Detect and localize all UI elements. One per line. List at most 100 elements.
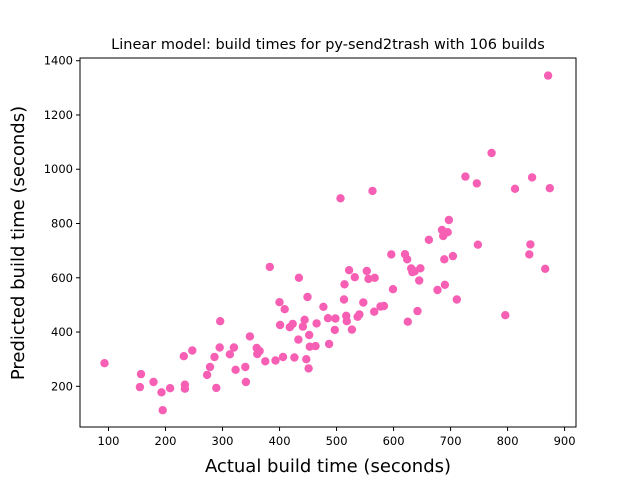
x-tick-label: 900 [554,434,576,448]
data-point-3 [136,369,146,379]
data-point-33 [280,305,289,314]
y-tick-label: 1200 [44,108,73,122]
data-point-40 [300,315,309,324]
data-point-49 [323,314,333,323]
data-point-28 [265,262,274,272]
data-points [100,71,554,415]
data-point-44 [305,330,314,340]
data-point-12 [202,370,212,380]
data-point-41 [302,355,311,364]
data-point-20 [231,365,240,374]
data-point-19 [229,343,239,352]
data-point-54 [339,295,349,304]
data-point-8 [179,352,188,361]
data-point-4 [149,377,158,387]
data-point-81 [416,264,425,273]
x-tick-label: 500 [326,434,348,448]
data-point-92 [461,172,470,181]
y-tick-label: 600 [51,271,73,285]
data-point-101 [541,264,550,273]
data-point-100 [527,173,537,182]
data-point-88 [443,228,452,237]
data-point-14 [210,352,219,362]
data-point-82 [424,235,434,244]
y-axis-label: Predicted build time (seconds) [8,106,29,380]
data-point-47 [312,319,321,328]
data-point-46 [311,341,320,351]
data-point-74 [403,255,412,264]
data-point-23 [245,332,255,341]
data-point-97 [510,184,520,193]
data-point-52 [331,314,340,323]
data-point-35 [288,319,297,329]
y-tick-label: 400 [51,325,73,339]
data-point-59 [347,325,357,334]
data-point-37 [294,335,303,344]
data-point-72 [388,285,398,294]
data-point-102 [543,71,553,80]
data-point-58 [344,266,354,275]
x-tick-label: 100 [98,434,120,448]
y-axis-ticks: 200 400 600 800 1000 1200 1400 [44,54,80,393]
data-point-15 [212,383,221,393]
data-point-18 [225,350,235,359]
y-tick-label: 1000 [44,162,73,176]
data-point-7 [165,384,175,393]
data-point-60 [350,273,359,282]
data-point-64 [362,266,371,276]
data-point-26 [255,346,264,356]
data-point-53 [336,194,345,203]
data-point-89 [444,215,454,225]
data-point-1 [100,359,109,368]
x-axis-ticks: 100 200 300 400 500 600 700 800 900 [98,427,576,448]
data-point-93 [472,179,481,188]
data-point-16 [215,343,224,352]
data-point-63 [359,298,368,307]
x-axis-label: Actual build time (seconds) [205,456,451,477]
data-point-6 [158,406,167,415]
data-point-29 [271,356,280,365]
data-point-90 [448,251,458,261]
data-point-36 [290,353,299,362]
data-point-91 [452,295,461,304]
x-tick-label: 300 [212,434,234,448]
data-point-42 [303,292,312,302]
data-point-38 [294,273,304,282]
data-point-86 [440,255,449,264]
y-tick-label: 800 [51,217,73,231]
data-point-94 [473,240,483,249]
x-tick-label: 200 [155,434,177,448]
data-point-11 [188,346,197,355]
data-point-83 [433,285,442,295]
data-point-39 [298,322,308,331]
data-point-96 [501,311,510,320]
chart-title: Linear model: build times for py-send2tr… [111,37,545,53]
data-point-27 [261,357,270,366]
data-point-43 [304,364,313,373]
data-point-99 [526,240,535,249]
data-point-71 [387,250,396,259]
data-point-51 [330,325,339,335]
x-tick-label: 600 [383,434,405,448]
data-point-2 [135,382,145,392]
x-tick-label: 400 [269,434,291,448]
data-point-79 [413,306,422,316]
data-point-30 [275,298,284,307]
data-point-80 [415,276,424,285]
data-point-10 [180,380,190,389]
data-point-50 [324,339,334,349]
data-point-31 [275,320,285,330]
data-point-68 [370,273,379,282]
data-point-5 [157,388,166,397]
data-point-95 [487,148,496,158]
data-point-70 [379,301,389,311]
data-point-98 [525,250,534,259]
x-tick-label: 800 [497,434,519,448]
data-point-62 [355,310,364,319]
x-tick-label: 700 [440,434,462,448]
data-point-67 [370,307,379,316]
data-point-65 [364,274,373,284]
data-point-103 [545,184,554,193]
